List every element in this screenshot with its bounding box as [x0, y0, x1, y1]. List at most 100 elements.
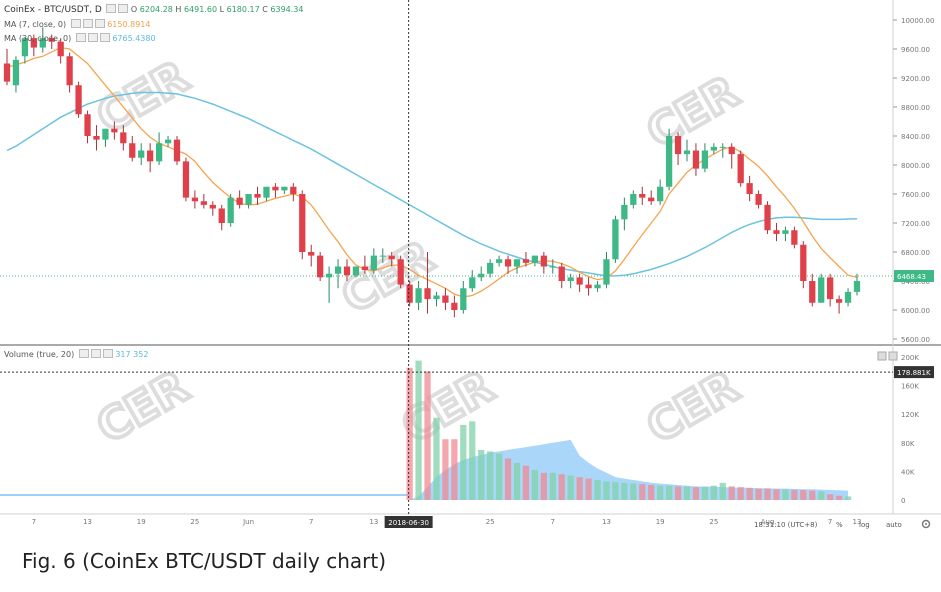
volume-bar[interactable]	[701, 487, 709, 500]
candle-down[interactable]	[764, 204, 771, 231]
candle-down[interactable]	[200, 201, 207, 205]
close-icon[interactable]	[99, 33, 110, 42]
candle-down[interactable]	[48, 38, 55, 42]
candle-up[interactable]	[227, 197, 234, 223]
volume-bar[interactable]	[835, 495, 843, 500]
maximize-icon[interactable]	[888, 351, 898, 361]
candle-up[interactable]	[621, 204, 628, 220]
volume-bar[interactable]	[791, 489, 798, 500]
settings-icon[interactable]	[82, 19, 93, 28]
candle-down[interactable]	[585, 284, 592, 289]
volume-bar[interactable]	[809, 490, 816, 500]
candle-down[interactable]	[406, 284, 413, 303]
volume-bar[interactable]	[674, 486, 682, 500]
candle-down[interactable]	[639, 194, 646, 198]
volume-legend[interactable]: Volume (true, 20) 317 352	[4, 349, 148, 359]
volume-bar[interactable]	[451, 439, 458, 500]
candle-up[interactable]	[478, 273, 485, 278]
volume-bar[interactable]	[827, 494, 834, 500]
candle-down[interactable]	[388, 255, 395, 260]
candle-down[interactable]	[540, 255, 547, 267]
settings-icon[interactable]	[118, 4, 129, 13]
volume-bar[interactable]	[755, 488, 762, 500]
candle-up[interactable]	[21, 38, 29, 57]
volume-bar[interactable]	[746, 487, 753, 500]
volume-bar[interactable]	[782, 489, 789, 500]
volume-bar[interactable]	[612, 482, 619, 500]
volume-bar[interactable]	[540, 472, 547, 500]
volume-bar[interactable]	[665, 485, 673, 500]
volume-bar[interactable]	[692, 487, 700, 500]
candle-down[interactable]	[57, 41, 64, 57]
ma7-legend[interactable]: MA (7, close, 0) 6150.8914	[4, 19, 150, 29]
candle-up[interactable]	[567, 277, 574, 281]
candle-down[interactable]	[290, 186, 297, 194]
candle-up[interactable]	[12, 59, 20, 86]
volume-bar[interactable]	[478, 449, 485, 500]
auto-toggle[interactable]: auto	[886, 521, 902, 529]
candle-down[interactable]	[451, 302, 458, 310]
close-icon[interactable]	[94, 19, 105, 28]
candle-up[interactable]	[549, 266, 556, 268]
candle-down[interactable]	[809, 281, 816, 303]
candle-down[interactable]	[746, 183, 753, 194]
candle-up[interactable]	[379, 255, 386, 257]
candle-down[interactable]	[182, 161, 190, 198]
candle-up[interactable]	[415, 288, 422, 303]
volume-bar[interactable]	[424, 371, 431, 500]
candle-up[interactable]	[782, 230, 789, 234]
volume-bar[interactable]	[710, 485, 717, 500]
percent-toggle[interactable]: %	[836, 521, 843, 529]
volume-bar[interactable]	[764, 488, 771, 500]
candle-down[interactable]	[173, 139, 181, 162]
volume-bar[interactable]	[728, 486, 735, 500]
candle-up[interactable]	[710, 146, 717, 151]
volume-bar[interactable]	[469, 421, 476, 500]
volume-bar[interactable]	[531, 469, 539, 500]
candle-up[interactable]	[102, 128, 109, 140]
volume-bar[interactable]	[844, 496, 852, 500]
candle-up[interactable]	[594, 284, 601, 289]
candle-down[interactable]	[800, 244, 807, 281]
settings-icon[interactable]	[87, 33, 98, 42]
candle-down[interactable]	[791, 230, 798, 245]
log-toggle[interactable]: log	[859, 521, 870, 529]
candle-down[interactable]	[75, 85, 82, 115]
candle-up[interactable]	[352, 266, 360, 276]
volume-bar[interactable]	[495, 453, 503, 500]
candle-down[interactable]	[218, 208, 225, 224]
candle-down[interactable]	[191, 197, 199, 202]
candle-down[interactable]	[30, 38, 37, 48]
candle-down[interactable]	[397, 259, 404, 285]
candle-up[interactable]	[39, 38, 46, 48]
volume-bar[interactable]	[522, 465, 530, 500]
candle-up[interactable]	[657, 186, 664, 202]
candle-up[interactable]	[844, 291, 852, 303]
candle-up[interactable]	[719, 146, 726, 148]
candle-up[interactable]	[853, 281, 861, 292]
volume-bar[interactable]	[639, 484, 646, 500]
candle-down[interactable]	[424, 288, 431, 300]
candle-up[interactable]	[701, 150, 709, 169]
candle-down[interactable]	[299, 194, 306, 252]
volume-bar[interactable]	[406, 367, 413, 500]
volume-bar[interactable]	[487, 451, 494, 500]
candle-down[interactable]	[254, 194, 261, 198]
candle-down[interactable]	[648, 197, 655, 202]
candle-up[interactable]	[370, 255, 377, 271]
volume-bar[interactable]	[504, 458, 512, 500]
candle-up[interactable]	[513, 259, 521, 267]
volume-bar[interactable]	[594, 479, 601, 500]
volume-bar[interactable]	[567, 475, 574, 500]
candle-down[interactable]	[343, 266, 351, 276]
close-icon[interactable]	[102, 349, 113, 358]
eye-icon[interactable]	[78, 349, 89, 358]
candle-up[interactable]	[460, 288, 467, 310]
candle-down[interactable]	[3, 63, 11, 82]
collapse-icon[interactable]	[877, 351, 887, 361]
candle-down[interactable]	[66, 56, 73, 86]
volume-bar[interactable]	[648, 484, 655, 500]
volume-bar[interactable]	[433, 417, 440, 500]
candle-up[interactable]	[683, 150, 691, 155]
volume-bar[interactable]	[800, 489, 807, 500]
